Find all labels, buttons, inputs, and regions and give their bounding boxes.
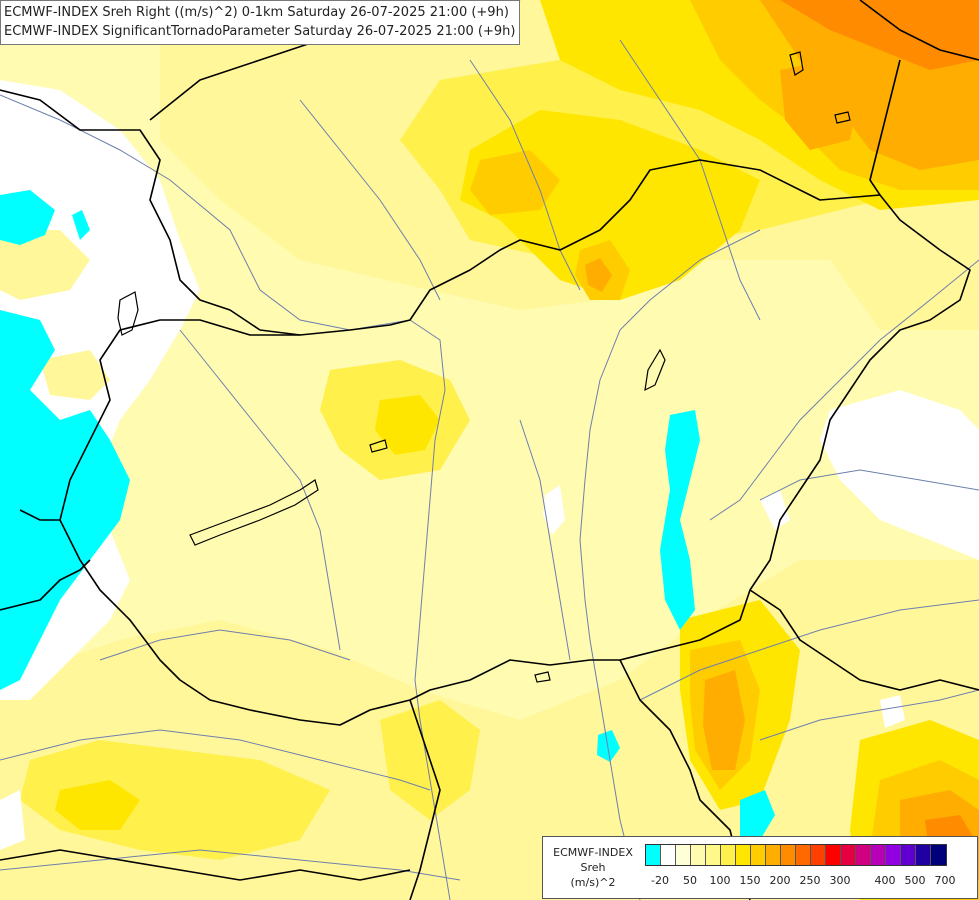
field-white-sw — [0, 790, 25, 850]
field-white-east — [820, 390, 979, 560]
river-south-2 — [0, 849, 461, 881]
lake-small-3 — [834, 111, 851, 124]
legend-title-line-1: ECMWF-INDEX — [553, 846, 633, 859]
legend-swatch — [676, 845, 691, 865]
legend-tick-label: 150 — [739, 874, 761, 887]
field-orange-southeast — [703, 670, 745, 770]
river-danube — [0, 94, 451, 900]
river-east-2 — [759, 469, 979, 501]
lakes — [117, 51, 851, 683]
legend-swatch — [796, 845, 811, 865]
border-south-1 — [409, 699, 441, 900]
field-white-se-small — [880, 695, 905, 728]
legend-swatch — [931, 845, 946, 865]
field-orange-light-north-center — [470, 150, 560, 215]
river-south-1 — [0, 729, 431, 791]
river-tisza — [579, 229, 761, 900]
legend-title-line-2: Sreh — [580, 861, 606, 874]
rivers — [0, 39, 979, 900]
river-west-2 — [99, 629, 351, 661]
border-north — [0, 89, 301, 336]
legend-tick-label: 400 — [874, 874, 896, 887]
field-gold-southwest — [55, 780, 140, 830]
border-hungary — [59, 159, 971, 726]
legend-tick-label: 100 — [709, 874, 731, 887]
lake-neusiedl — [117, 291, 139, 336]
legend-swatch — [751, 845, 766, 865]
lake-balaton — [189, 479, 319, 546]
legend-swatch — [691, 845, 706, 865]
map-title-box: ECMWF-INDEX Sreh Right ((m/s)^2) 0-1km S… — [0, 0, 521, 45]
legend-swatch — [766, 845, 781, 865]
field-lightyellow-west-patch — [0, 230, 90, 300]
river-center-1 — [519, 419, 571, 661]
border-northeast — [859, 0, 979, 61]
river-east-3 — [639, 599, 979, 701]
legend-tick-label: 200 — [769, 874, 791, 887]
legend-swatch — [706, 845, 721, 865]
field-orange-spot-north — [780, 60, 860, 150]
field-white-center-small — [543, 485, 565, 535]
legend-swatch — [871, 845, 886, 865]
field-gold-center — [375, 395, 440, 455]
legend-swatch — [646, 845, 661, 865]
field-cyan-southeast — [740, 790, 775, 840]
border-romania-serbia — [749, 589, 979, 691]
river-north-1 — [299, 99, 441, 301]
legend-swatch — [841, 845, 856, 865]
field-orange-spot-hungary-n — [585, 258, 612, 292]
legend-tick-label: -20 — [651, 874, 669, 887]
legend-tick-label: 50 — [683, 874, 697, 887]
river-north-3 — [619, 39, 761, 321]
lake-small-4 — [644, 348, 666, 392]
legend-swatch — [811, 845, 826, 865]
border-east-ukraine — [869, 59, 901, 196]
field-cyan-south-small — [597, 730, 620, 762]
legend-swatch — [661, 845, 676, 865]
field-lightyellow-west-patch-2 — [40, 350, 110, 400]
legend-swatch — [826, 845, 841, 865]
legend-tick-label: 300 — [829, 874, 851, 887]
field-cyan-lake-balaton-area — [660, 410, 700, 630]
legend-tick-label: 250 — [799, 874, 821, 887]
border-south-croatia — [0, 849, 411, 881]
legend-tick-label: 500 — [904, 874, 926, 887]
border-southwest — [0, 559, 91, 611]
legend-tick-labels: -20 50 100 150 200 250 300 400 500 700 — [645, 874, 967, 890]
field-cyan-west-small — [72, 210, 90, 240]
map-title-line-2: ECMWF-INDEX SignificantTornadoParameter … — [4, 24, 516, 39]
river-west-1 — [179, 329, 341, 651]
legend-swatch — [901, 845, 916, 865]
map-title-line-1: ECMWF-INDEX Sreh Right ((m/s)^2) 0-1km S… — [4, 5, 509, 20]
legend-title: ECMWF-INDEX Sreh (m/s)^2 — [545, 845, 641, 890]
river-north-2 — [469, 59, 581, 291]
legend-swatch — [736, 845, 751, 865]
border-west-austria — [19, 509, 60, 521]
legend-title-line-3: (m/s)^2 — [570, 876, 616, 889]
river-se-1 — [759, 689, 979, 741]
legend-tick-label: 700 — [934, 874, 956, 887]
legend-color-scale — [645, 844, 947, 866]
lake-small-5 — [534, 671, 551, 683]
field-white-east-small — [760, 490, 790, 530]
field-cyan-west-top — [0, 190, 55, 245]
legend-swatch — [886, 845, 901, 865]
legend-swatch — [916, 845, 931, 865]
legend-swatch — [721, 845, 736, 865]
legend-swatch — [856, 845, 871, 865]
legend-swatch — [781, 845, 796, 865]
lake-small-1 — [369, 439, 388, 453]
river-east-1 — [709, 259, 979, 521]
lake-small-2 — [789, 51, 804, 76]
field-darkorange-northeast — [780, 0, 979, 70]
color-legend: ECMWF-INDEX Sreh (m/s)^2 -20 50 100 150 200 2… — [542, 836, 978, 899]
